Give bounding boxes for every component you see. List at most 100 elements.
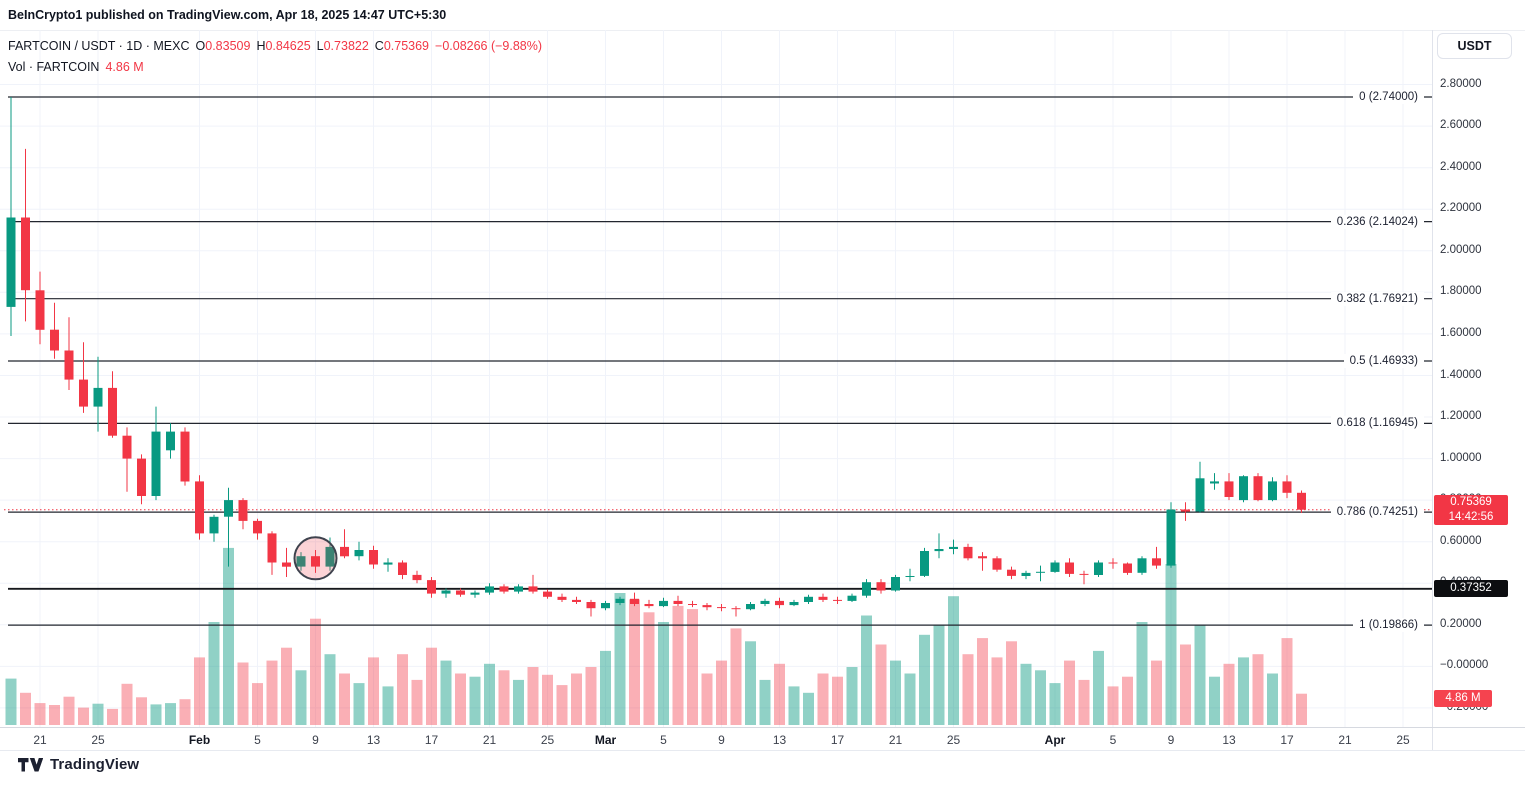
time-axis-label: Apr (1044, 733, 1066, 747)
candle-body (528, 586, 538, 592)
time-axis-label: 21 (33, 733, 47, 747)
candle-body (1094, 562, 1103, 575)
volume-bar (846, 667, 858, 725)
volume-bar (107, 708, 118, 725)
candle-body (1050, 562, 1060, 572)
volume-bar (513, 679, 524, 725)
candle-body (1253, 476, 1263, 501)
volume-bar (1035, 670, 1046, 725)
candle-body (818, 596, 828, 600)
volume-bar (1267, 673, 1278, 725)
price-axis-label: 2.40000 (1440, 160, 1482, 173)
time-axis-label: 13 (772, 733, 787, 747)
candle-body (122, 435, 132, 459)
volume-bar (324, 654, 336, 725)
volume-bar (745, 641, 756, 725)
volume-bar (803, 692, 814, 725)
candle-body (195, 481, 204, 534)
volume-bar (252, 683, 263, 725)
volume-bar (469, 676, 481, 725)
volume-bar (672, 605, 684, 725)
volume-bar (1006, 641, 1017, 725)
candle-body (963, 546, 973, 559)
candle-body (1166, 509, 1176, 566)
highlight-circle-annotation[interactable] (293, 536, 338, 581)
time-axis-label: 25 (1396, 733, 1410, 747)
candle-body (209, 516, 219, 534)
volume-bar (774, 663, 785, 725)
candle-body (108, 387, 117, 436)
candle-body (1195, 478, 1205, 512)
fib-level-label: 1 (0.19866) (1353, 618, 1424, 633)
volume-bar (237, 662, 249, 725)
legend-symbol-row[interactable]: FARTCOIN / USDT · 1D · MEXC O0.83509 H0.84… (8, 36, 542, 57)
candle-body (238, 500, 248, 521)
tradingview-logo[interactable]: TradingView (18, 756, 139, 773)
ohlc-close: C0.75369 (374, 39, 430, 53)
volume-bar (919, 634, 930, 725)
volume-bar (861, 615, 872, 725)
volume-bar (411, 679, 423, 725)
candle-body (673, 600, 683, 604)
volume-bar (78, 707, 89, 725)
candle-body (775, 600, 784, 606)
time-axis-label: 9 (718, 733, 725, 747)
candle-body (1036, 571, 1045, 573)
legend-volume-row[interactable]: Vol · FARTCOIN 4.86 M (8, 57, 542, 78)
candle-body (1021, 572, 1031, 576)
candle-body (557, 596, 567, 600)
candle-body (804, 596, 813, 602)
volume-bar (629, 599, 640, 725)
time-axis-label: 9 (1167, 733, 1175, 747)
volume-bar (527, 667, 539, 725)
last-price-badge-line: 14:42:56 (1448, 511, 1494, 523)
time-axis-label: 17 (830, 733, 845, 747)
currency-toggle-button[interactable]: USDT (1437, 33, 1512, 59)
candle-body (644, 604, 654, 607)
candle-body (717, 607, 726, 609)
time-axis-label: 5 (254, 733, 261, 747)
candle-body (6, 217, 16, 307)
candle-body (586, 602, 596, 609)
candle-body (1210, 481, 1219, 484)
candle-body (180, 431, 190, 482)
time-axis-label: 5 (660, 733, 667, 747)
candle-body (760, 600, 770, 604)
volume-bar (484, 663, 495, 725)
volume-bar (1223, 663, 1235, 725)
volume-badge: 4.86 M (1434, 690, 1492, 707)
volume-bar (614, 593, 626, 725)
volume-bar (542, 674, 553, 725)
candle-body (79, 379, 88, 407)
volume-value: 4.86 M (105, 60, 144, 74)
candle-body (1239, 476, 1248, 501)
candle-body (1224, 481, 1234, 497)
volume-bar (179, 699, 191, 725)
time-axis-label: 13 (366, 733, 381, 747)
volume-bar (382, 686, 394, 725)
volume-bar (832, 676, 843, 725)
price-axis-label: 1.40000 (1440, 368, 1482, 381)
candle-body (224, 500, 233, 517)
ohlc-high: H0.84625 (256, 39, 311, 53)
volume-bar (353, 683, 365, 725)
change-value: −0.08266 (−9.88%) (435, 39, 543, 53)
candle-body (992, 558, 1002, 570)
fib-level-label: 0.786 (0.74251) (1330, 505, 1424, 520)
volume-label: Vol · FARTCOIN (8, 60, 100, 74)
volume-bar (759, 679, 771, 725)
candle-body (615, 598, 625, 603)
volume-bar (817, 673, 829, 725)
volume-bar (266, 660, 278, 725)
volume-bar (498, 670, 510, 725)
volume-bar (136, 697, 147, 725)
candle-body (1268, 481, 1277, 501)
volume-bar (1165, 564, 1177, 725)
candle-body (1079, 573, 1089, 575)
candle-body (166, 431, 175, 451)
header-divider (0, 30, 1525, 31)
volume-bar (455, 673, 466, 725)
tradingview-logo-icon (18, 757, 43, 772)
candle-body (905, 576, 915, 577)
